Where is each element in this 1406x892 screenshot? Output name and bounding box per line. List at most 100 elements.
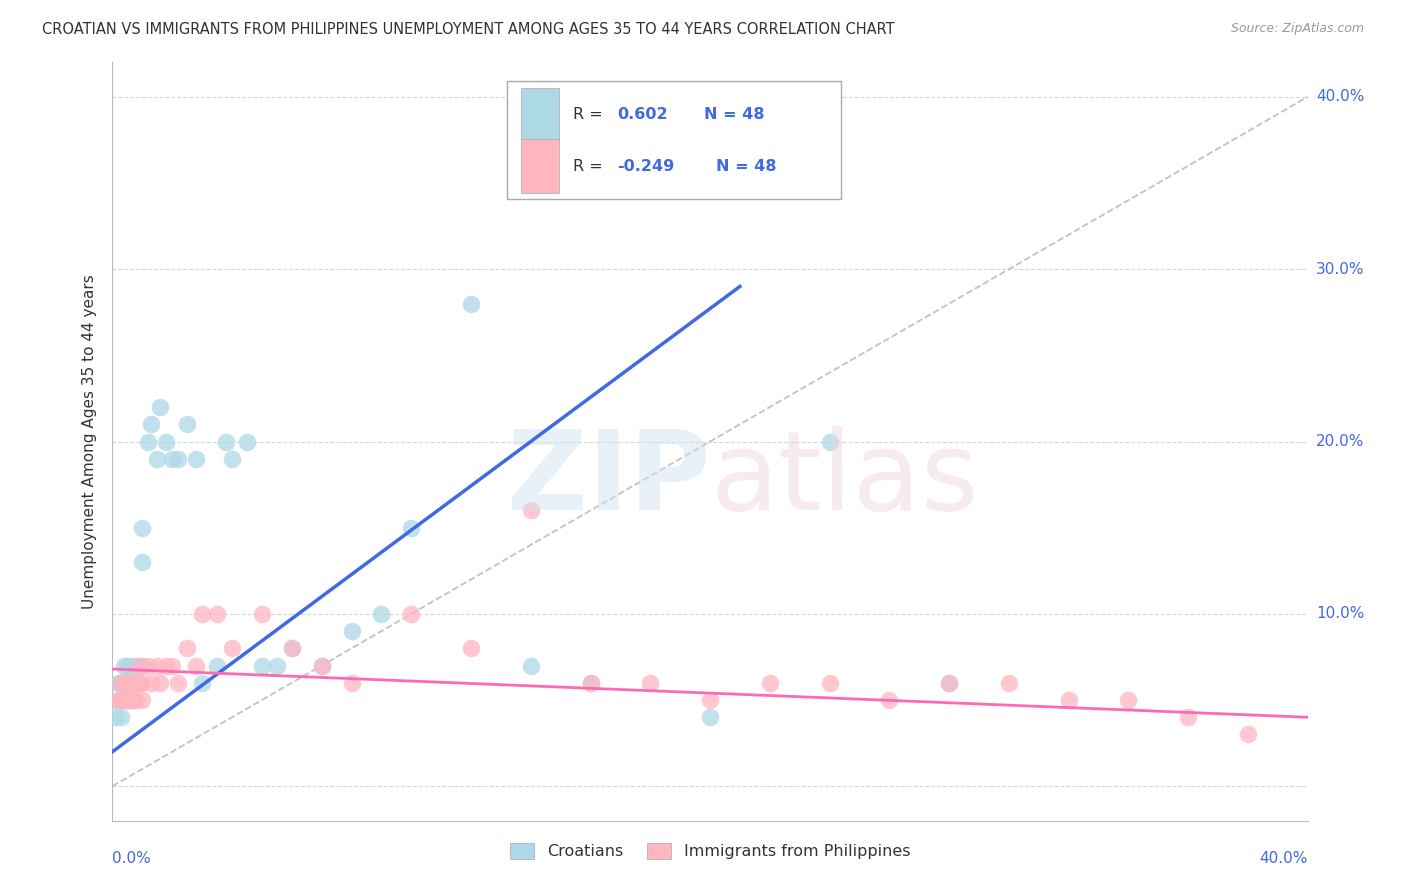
Text: Source: ZipAtlas.com: Source: ZipAtlas.com xyxy=(1230,22,1364,36)
Point xyxy=(128,675,150,690)
Point xyxy=(818,675,841,690)
Point xyxy=(122,693,145,707)
Point xyxy=(122,693,145,707)
Point xyxy=(266,658,288,673)
Point xyxy=(215,434,238,449)
FancyBboxPatch shape xyxy=(508,81,842,199)
Point xyxy=(122,675,145,690)
Point xyxy=(117,658,139,673)
Point xyxy=(520,658,543,673)
Point xyxy=(107,693,129,707)
Text: R =: R = xyxy=(572,107,607,122)
Text: 10.0%: 10.0% xyxy=(1316,607,1364,622)
Point xyxy=(110,675,132,690)
Point xyxy=(1177,710,1199,724)
Point xyxy=(125,675,148,690)
Point xyxy=(167,675,190,690)
Point xyxy=(579,675,602,690)
Point xyxy=(114,675,135,690)
Point xyxy=(699,693,721,707)
Point xyxy=(191,607,214,621)
Point xyxy=(370,607,392,621)
Text: 40.0%: 40.0% xyxy=(1260,851,1308,866)
Point xyxy=(131,555,153,569)
Point xyxy=(460,641,482,656)
Text: 20.0%: 20.0% xyxy=(1316,434,1364,449)
Point xyxy=(107,675,129,690)
Text: -0.249: -0.249 xyxy=(617,159,673,174)
Text: N = 48: N = 48 xyxy=(704,107,765,122)
Point xyxy=(149,400,172,414)
Point xyxy=(110,710,132,724)
Point xyxy=(1237,727,1260,741)
Point xyxy=(141,417,163,432)
Point xyxy=(520,503,543,517)
Point xyxy=(125,693,148,707)
Point xyxy=(938,675,960,690)
Point xyxy=(281,641,304,656)
Point xyxy=(699,710,721,724)
Point xyxy=(149,675,172,690)
Point xyxy=(114,658,135,673)
Point xyxy=(998,675,1021,690)
Point xyxy=(146,658,169,673)
Legend: Croatians, Immigrants from Philippines: Croatians, Immigrants from Philippines xyxy=(503,837,917,866)
Y-axis label: Unemployment Among Ages 35 to 44 years: Unemployment Among Ages 35 to 44 years xyxy=(82,274,97,609)
Point xyxy=(176,417,198,432)
Point xyxy=(640,675,662,690)
Point xyxy=(110,693,132,707)
Bar xyxy=(522,139,560,193)
Point xyxy=(401,607,423,621)
Point xyxy=(131,658,153,673)
Point xyxy=(205,607,228,621)
Point xyxy=(1057,693,1080,707)
Text: 30.0%: 30.0% xyxy=(1316,261,1364,277)
Point xyxy=(236,434,259,449)
Point xyxy=(128,658,150,673)
Point xyxy=(120,693,142,707)
Point xyxy=(818,434,841,449)
Point xyxy=(186,451,208,466)
Point xyxy=(110,675,132,690)
Point xyxy=(579,675,602,690)
Text: atlas: atlas xyxy=(710,426,979,533)
Text: 0.0%: 0.0% xyxy=(112,851,152,866)
Point xyxy=(141,675,163,690)
Point xyxy=(879,693,901,707)
Point xyxy=(117,675,139,690)
Point xyxy=(107,693,129,707)
Bar xyxy=(522,87,560,141)
Point xyxy=(191,675,214,690)
Point xyxy=(167,451,190,466)
Point xyxy=(117,693,139,707)
Text: 0.602: 0.602 xyxy=(617,107,668,122)
Point xyxy=(138,658,160,673)
Point xyxy=(186,658,208,673)
Point xyxy=(162,451,183,466)
Point xyxy=(162,658,183,673)
Point xyxy=(138,434,160,449)
Point xyxy=(120,693,142,707)
Point xyxy=(401,521,423,535)
Text: R =: R = xyxy=(572,159,607,174)
Point xyxy=(221,451,243,466)
Point xyxy=(120,675,142,690)
Point xyxy=(281,641,304,656)
Point xyxy=(311,658,333,673)
Point xyxy=(311,658,333,673)
Point xyxy=(759,675,782,690)
Point xyxy=(120,658,142,673)
Point xyxy=(460,296,482,310)
Point xyxy=(155,434,177,449)
Point xyxy=(125,658,148,673)
Text: CROATIAN VS IMMIGRANTS FROM PHILIPPINES UNEMPLOYMENT AMONG AGES 35 TO 44 YEARS C: CROATIAN VS IMMIGRANTS FROM PHILIPPINES … xyxy=(42,22,894,37)
Point xyxy=(340,624,363,639)
Point xyxy=(131,675,153,690)
Point xyxy=(250,658,273,673)
Point xyxy=(146,451,169,466)
Point xyxy=(104,710,127,724)
Point xyxy=(114,675,135,690)
Point xyxy=(110,693,132,707)
Point xyxy=(117,693,139,707)
Point xyxy=(176,641,198,656)
